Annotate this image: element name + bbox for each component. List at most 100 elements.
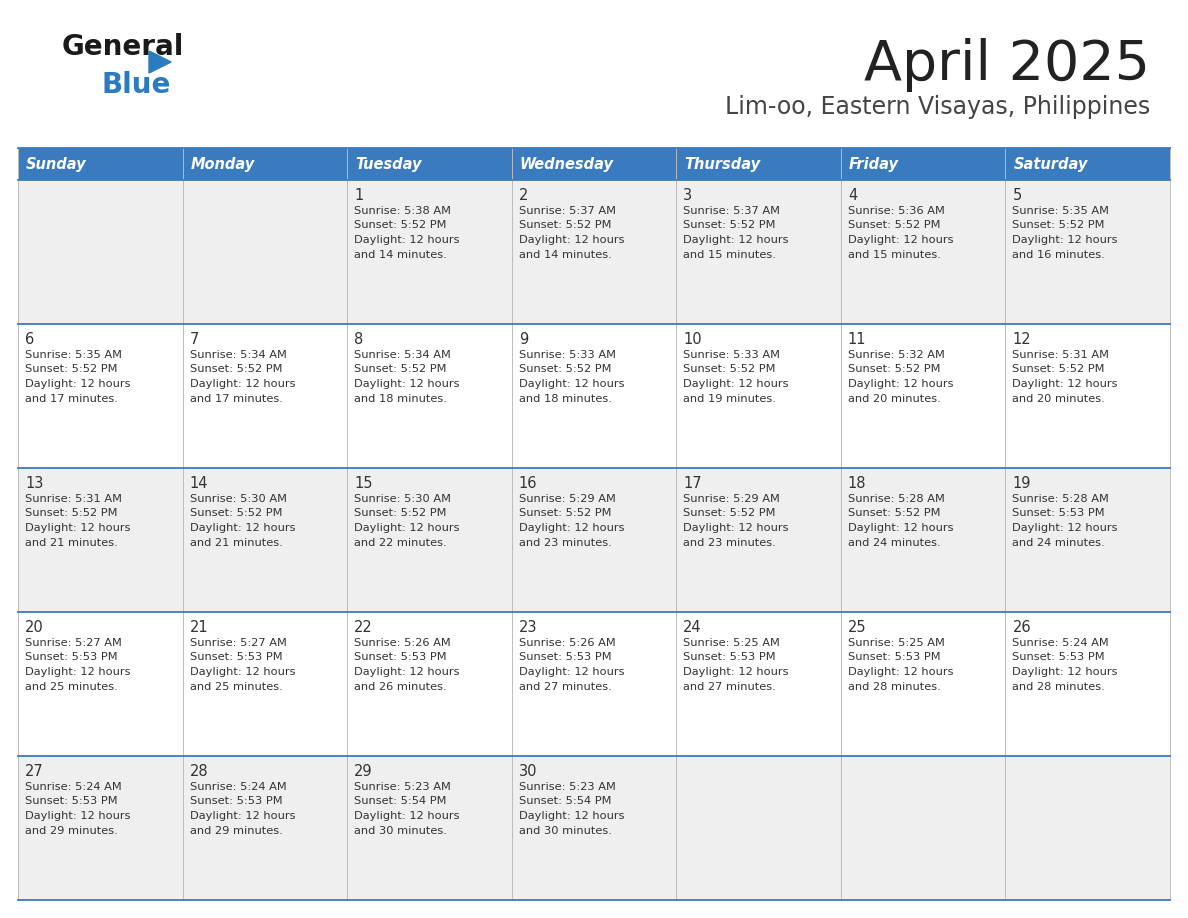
Text: and 30 minutes.: and 30 minutes. [354, 825, 447, 835]
Bar [183, 612, 347, 756]
Bar [841, 612, 1005, 756]
Text: and 15 minutes.: and 15 minutes. [683, 250, 776, 260]
Bar [676, 148, 841, 180]
Bar [841, 148, 1005, 180]
Text: 4: 4 [848, 188, 857, 203]
Text: 11: 11 [848, 332, 866, 347]
Bar [841, 468, 1005, 612]
Text: 9: 9 [519, 332, 527, 347]
Text: 10: 10 [683, 332, 702, 347]
Text: Sunset: 5:52 PM: Sunset: 5:52 PM [354, 364, 447, 375]
Text: Sunrise: 5:29 AM: Sunrise: 5:29 AM [519, 494, 615, 504]
Text: April 2025: April 2025 [864, 38, 1150, 92]
Text: Daylight: 12 hours: Daylight: 12 hours [354, 379, 460, 389]
Bar [183, 148, 347, 180]
Text: Sunset: 5:54 PM: Sunset: 5:54 PM [519, 797, 611, 807]
Bar [347, 324, 512, 468]
Text: 25: 25 [848, 620, 866, 635]
Text: Sunrise: 5:23 AM: Sunrise: 5:23 AM [354, 782, 451, 792]
Text: Sunrise: 5:28 AM: Sunrise: 5:28 AM [1012, 494, 1110, 504]
Text: 1: 1 [354, 188, 364, 203]
Text: 24: 24 [683, 620, 702, 635]
Bar [676, 468, 841, 612]
Text: Daylight: 12 hours: Daylight: 12 hours [1012, 235, 1118, 245]
Text: and 25 minutes.: and 25 minutes. [25, 681, 118, 691]
Text: and 16 minutes.: and 16 minutes. [1012, 250, 1105, 260]
Bar [18, 468, 183, 612]
Bar [512, 180, 676, 324]
Text: 19: 19 [1012, 476, 1031, 491]
Text: and 17 minutes.: and 17 minutes. [25, 394, 118, 404]
Text: Daylight: 12 hours: Daylight: 12 hours [848, 523, 953, 533]
Text: and 28 minutes.: and 28 minutes. [1012, 681, 1105, 691]
Text: Sunrise: 5:34 AM: Sunrise: 5:34 AM [354, 350, 451, 360]
Text: Daylight: 12 hours: Daylight: 12 hours [25, 379, 131, 389]
Text: Daylight: 12 hours: Daylight: 12 hours [519, 811, 624, 821]
Bar [1005, 612, 1170, 756]
Text: and 14 minutes.: and 14 minutes. [354, 250, 447, 260]
Bar [183, 324, 347, 468]
Text: 20: 20 [25, 620, 44, 635]
Text: Daylight: 12 hours: Daylight: 12 hours [683, 235, 789, 245]
Text: 28: 28 [190, 764, 208, 779]
Text: Sunset: 5:53 PM: Sunset: 5:53 PM [519, 653, 612, 663]
Text: Daylight: 12 hours: Daylight: 12 hours [848, 235, 953, 245]
Text: Sunrise: 5:37 AM: Sunrise: 5:37 AM [683, 206, 781, 216]
Text: 14: 14 [190, 476, 208, 491]
Text: 17: 17 [683, 476, 702, 491]
Bar [512, 756, 676, 900]
Text: Sunrise: 5:34 AM: Sunrise: 5:34 AM [190, 350, 286, 360]
Text: and 15 minutes.: and 15 minutes. [848, 250, 941, 260]
Bar [18, 756, 183, 900]
Text: Sunrise: 5:33 AM: Sunrise: 5:33 AM [519, 350, 615, 360]
Text: Sunset: 5:52 PM: Sunset: 5:52 PM [1012, 364, 1105, 375]
Text: Sunset: 5:52 PM: Sunset: 5:52 PM [1012, 220, 1105, 230]
Text: Daylight: 12 hours: Daylight: 12 hours [519, 379, 624, 389]
Text: Sunrise: 5:31 AM: Sunrise: 5:31 AM [25, 494, 122, 504]
Text: Sunrise: 5:33 AM: Sunrise: 5:33 AM [683, 350, 781, 360]
Text: Sunrise: 5:25 AM: Sunrise: 5:25 AM [683, 638, 781, 648]
Text: 12: 12 [1012, 332, 1031, 347]
Text: Daylight: 12 hours: Daylight: 12 hours [683, 523, 789, 533]
Bar [512, 468, 676, 612]
Text: 30: 30 [519, 764, 537, 779]
Text: and 28 minutes.: and 28 minutes. [848, 681, 941, 691]
Text: Sunset: 5:53 PM: Sunset: 5:53 PM [25, 797, 118, 807]
Text: 3: 3 [683, 188, 693, 203]
Text: and 29 minutes.: and 29 minutes. [25, 825, 118, 835]
Text: Sunset: 5:52 PM: Sunset: 5:52 PM [848, 509, 941, 519]
Text: and 23 minutes.: and 23 minutes. [683, 538, 776, 547]
Text: and 21 minutes.: and 21 minutes. [25, 538, 118, 547]
Text: Sunrise: 5:28 AM: Sunrise: 5:28 AM [848, 494, 944, 504]
Text: Sunrise: 5:26 AM: Sunrise: 5:26 AM [354, 638, 451, 648]
Text: Sunset: 5:52 PM: Sunset: 5:52 PM [190, 509, 282, 519]
Bar [18, 180, 183, 324]
Text: Sunset: 5:52 PM: Sunset: 5:52 PM [25, 509, 118, 519]
Bar [347, 180, 512, 324]
Text: Sunrise: 5:38 AM: Sunrise: 5:38 AM [354, 206, 451, 216]
Text: Daylight: 12 hours: Daylight: 12 hours [354, 235, 460, 245]
Text: Sunset: 5:53 PM: Sunset: 5:53 PM [190, 653, 283, 663]
Text: Sunset: 5:52 PM: Sunset: 5:52 PM [848, 220, 941, 230]
Text: Sunrise: 5:30 AM: Sunrise: 5:30 AM [190, 494, 286, 504]
Text: Sunset: 5:53 PM: Sunset: 5:53 PM [354, 653, 447, 663]
Text: and 22 minutes.: and 22 minutes. [354, 538, 447, 547]
Text: Sunrise: 5:27 AM: Sunrise: 5:27 AM [25, 638, 122, 648]
Text: and 30 minutes.: and 30 minutes. [519, 825, 612, 835]
Text: 8: 8 [354, 332, 364, 347]
Text: 21: 21 [190, 620, 208, 635]
Text: Saturday: Saturday [1013, 156, 1088, 172]
Bar [183, 180, 347, 324]
Text: Sunrise: 5:29 AM: Sunrise: 5:29 AM [683, 494, 781, 504]
Text: Daylight: 12 hours: Daylight: 12 hours [519, 667, 624, 677]
Text: Daylight: 12 hours: Daylight: 12 hours [683, 667, 789, 677]
Text: Sunrise: 5:26 AM: Sunrise: 5:26 AM [519, 638, 615, 648]
Text: Sunset: 5:52 PM: Sunset: 5:52 PM [848, 364, 941, 375]
Text: Sunrise: 5:30 AM: Sunrise: 5:30 AM [354, 494, 451, 504]
Text: Sunset: 5:53 PM: Sunset: 5:53 PM [25, 653, 118, 663]
Text: Daylight: 12 hours: Daylight: 12 hours [1012, 667, 1118, 677]
Text: and 27 minutes.: and 27 minutes. [519, 681, 612, 691]
Text: and 14 minutes.: and 14 minutes. [519, 250, 612, 260]
Bar [841, 756, 1005, 900]
Text: Sunrise: 5:37 AM: Sunrise: 5:37 AM [519, 206, 615, 216]
